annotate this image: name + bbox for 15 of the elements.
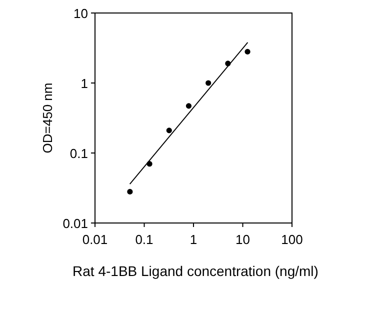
point xyxy=(127,188,133,194)
x-tick-label: 10 xyxy=(236,232,250,247)
y-tick-label: 0.1 xyxy=(70,146,88,161)
y-tick-label: 0.01 xyxy=(62,216,88,231)
point xyxy=(206,80,212,86)
x-tick-label: 1 xyxy=(190,232,198,247)
x-axis-title: Rat 4-1BB Ligand concentration (ng/ml) xyxy=(72,263,318,279)
x-tick-label: 0.1 xyxy=(135,232,154,247)
y-tick-label: 1 xyxy=(80,76,88,91)
point xyxy=(186,103,192,109)
y-tick-label: 10 xyxy=(74,6,88,21)
point xyxy=(166,128,172,134)
y-axis-title: OD=450 nm xyxy=(40,82,55,154)
x-tick-label: 100 xyxy=(281,232,303,247)
point xyxy=(244,48,250,54)
